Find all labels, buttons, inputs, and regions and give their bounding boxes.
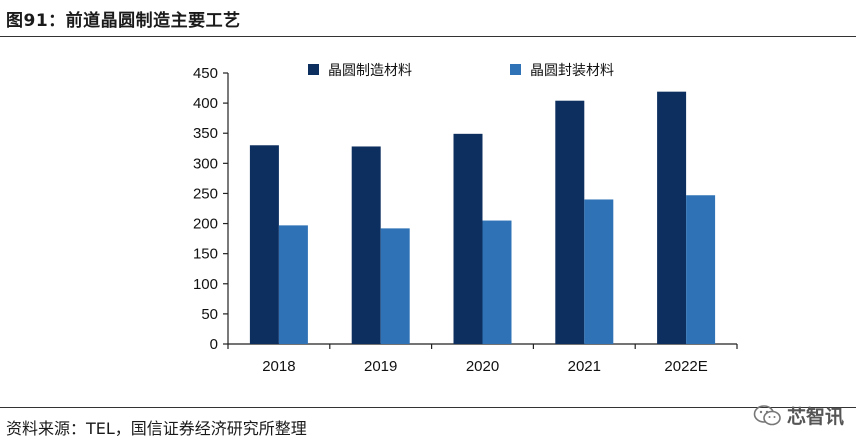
y-tick-label: 450 [193, 65, 218, 82]
x-tick-label: 2020 [466, 358, 499, 375]
y-tick-label: 250 [193, 185, 218, 202]
y-tick-label: 350 [193, 125, 218, 142]
bars [249, 91, 716, 345]
bar-packaging-materials-2021 [584, 199, 614, 344]
y-tick-label: 300 [193, 155, 218, 172]
bar-packaging-materials-2020 [482, 220, 512, 344]
bar-fab-materials-2021 [555, 100, 585, 344]
legend-label: 晶圆制造材料 [328, 63, 412, 79]
y-tick-label: 50 [201, 306, 218, 323]
y-tick-label: 200 [193, 216, 218, 233]
bar-fab-materials-2022E [657, 91, 687, 345]
y-axis: 0 50 100 150 200 250 300 350 400 450 [193, 65, 229, 353]
y-tick-label: 100 [193, 276, 218, 293]
x-axis: 2018 2019 2020 2021 2022E [227, 343, 738, 375]
y-tick-label: 400 [193, 95, 218, 112]
x-tick-label: 2018 [262, 358, 295, 375]
y-tick-label: 150 [193, 246, 218, 263]
x-tick-label: 2019 [364, 358, 397, 375]
bar-fab-materials-2019 [351, 146, 381, 344]
y-tick-label: 0 [210, 336, 218, 353]
legend-swatch [510, 64, 521, 75]
legend-swatch [308, 64, 319, 75]
bar-packaging-materials-2019 [380, 228, 410, 344]
figure-title: 图91：前道晶圆制造主要工艺 [6, 11, 241, 31]
x-tick-label: 2021 [568, 358, 601, 375]
bar-fab-materials-2018 [249, 145, 279, 344]
footer-rule [0, 407, 856, 408]
bar-fab-materials-2020 [453, 133, 483, 344]
title-rule [0, 36, 856, 37]
watermark: 芯智讯 [753, 402, 844, 429]
source-note: 资料来源：TEL，国信证券经济研究所整理 [6, 419, 307, 438]
bar-chart: 0 50 100 150 200 250 300 350 400 450 2018 2019 2020… [193, 63, 738, 375]
bar-packaging-materials-2022E [686, 195, 716, 344]
wechat-icon [753, 404, 781, 425]
legend: 晶圆制造材料 晶圆封装材料 [308, 63, 614, 79]
bar-packaging-materials-2018 [278, 225, 308, 344]
x-tick-label: 2022E [664, 358, 707, 375]
legend-label: 晶圆封装材料 [530, 63, 614, 79]
watermark-text: 芯智讯 [786, 406, 844, 428]
